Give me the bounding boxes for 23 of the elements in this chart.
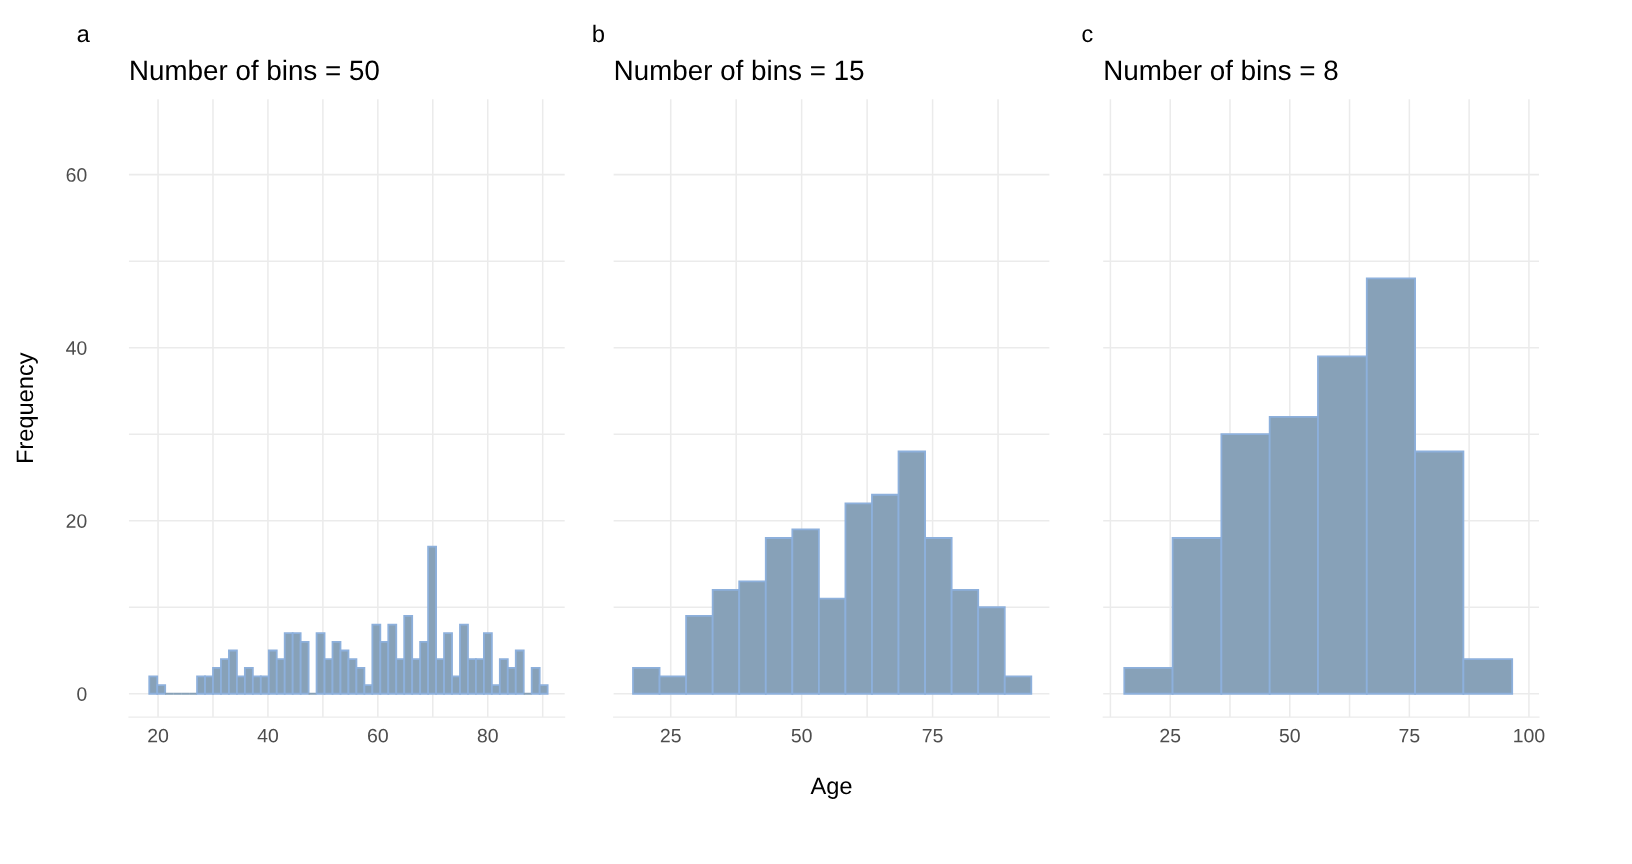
x-tick-label: 25 [1160, 728, 1181, 743]
x-tick-label: 20 [148, 728, 169, 743]
y-tick-label: 0 [77, 687, 87, 701]
x-tick-label: 50 [1279, 728, 1300, 743]
x-tick-label: 60 [368, 728, 388, 743]
x-tick-label: 75 [1399, 728, 1420, 743]
chart-title: Number of bins = 15 [615, 59, 864, 81]
text: a [77, 29, 90, 43]
x-tick-label: 50 [791, 728, 812, 743]
x-tick-label: 80 [477, 728, 498, 743]
x-tick-label: 75 [922, 728, 943, 743]
y-tick-label: 60 [66, 168, 87, 182]
text: c [1082, 29, 1093, 43]
chart-title: Number of bins = 50 [131, 59, 379, 81]
x-tick-label: 40 [257, 728, 278, 743]
y-tick-label: 40 [66, 341, 87, 355]
x-axis-title: Age [810, 777, 852, 799]
x-tick-label: 100 [1514, 728, 1545, 743]
text: b [593, 24, 604, 43]
y-tick-label: 20 [66, 514, 87, 528]
x-tick-label: 25 [660, 728, 681, 743]
chart-title: Number of bins = 8 [1105, 59, 1338, 81]
y-axis-title: Frequency [16, 352, 38, 463]
